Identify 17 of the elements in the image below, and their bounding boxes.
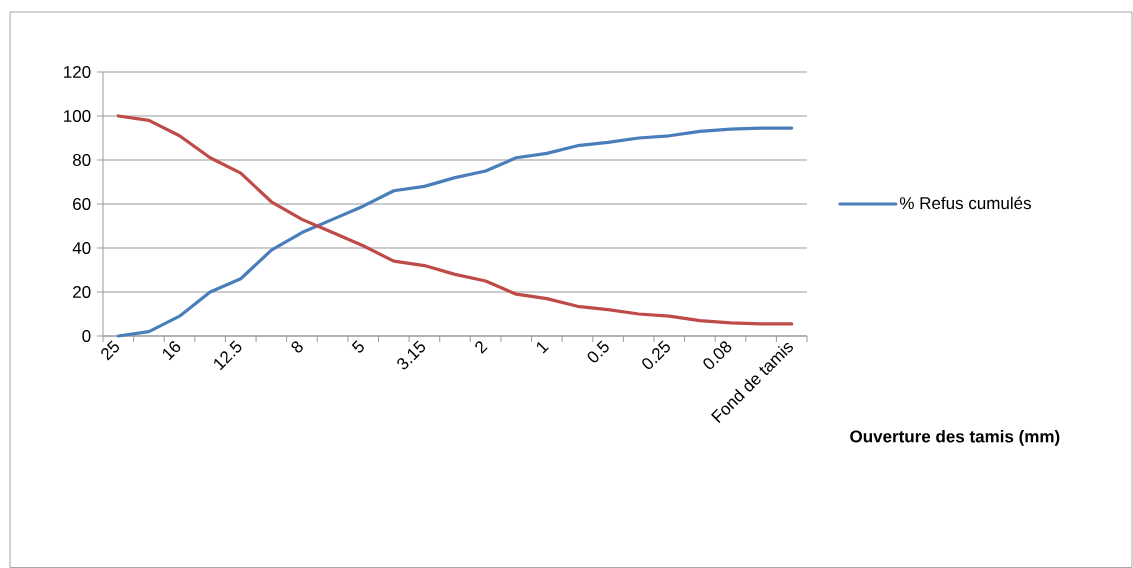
x-tick-label: 25 bbox=[101, 340, 119, 361]
y-tick-label: 60 bbox=[73, 197, 91, 211]
x-tick-label: 16 bbox=[162, 341, 181, 361]
x-tick-label: 5 bbox=[351, 340, 364, 353]
y-tick-label: 80 bbox=[72, 153, 91, 167]
y-tick-label: 120 bbox=[64, 65, 91, 79]
x-tick-label: 8 bbox=[291, 341, 303, 353]
x-tick-label: 2 bbox=[475, 341, 488, 354]
x-tick-label: 0.08 bbox=[703, 341, 732, 369]
legend-label: % Refus cumulés bbox=[899, 196, 1031, 210]
x-tick-label: 1 bbox=[536, 341, 549, 354]
x-axis-title: Ouverture des tamis (mm) bbox=[850, 429, 1060, 446]
y-tick-label: 40 bbox=[72, 241, 91, 255]
y-tick-label: 20 bbox=[73, 285, 91, 299]
x-tick-label: 0.5 bbox=[587, 340, 609, 363]
y-tick-label: 100 bbox=[64, 109, 91, 123]
y-tick-label: 0 bbox=[82, 329, 91, 343]
